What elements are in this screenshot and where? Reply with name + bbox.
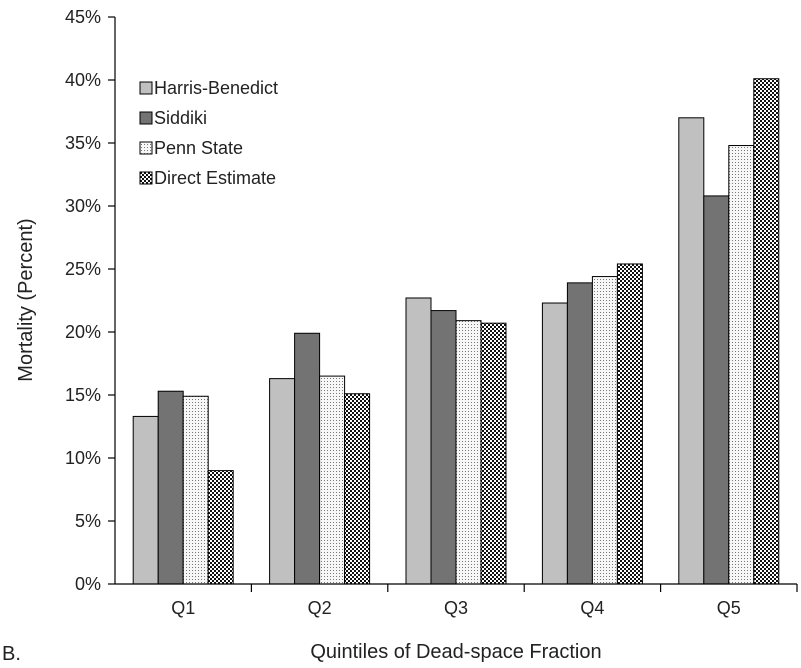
y-tick-label: 15% bbox=[65, 385, 101, 405]
bar-direct-estimate-q2 bbox=[344, 393, 371, 585]
y-tick-label: 25% bbox=[65, 259, 101, 279]
y-tick-label: 5% bbox=[75, 511, 101, 531]
y-tick-label: 10% bbox=[65, 448, 101, 468]
axes bbox=[114, 17, 797, 585]
bar-harris-benedict-q1 bbox=[132, 415, 159, 585]
x-tick-label: Q5 bbox=[717, 598, 741, 618]
legend-swatch bbox=[139, 141, 153, 155]
bar-harris-benedict-q3 bbox=[405, 297, 432, 585]
legend-label: Penn State bbox=[154, 138, 243, 158]
legend-label: Harris-Benedict bbox=[154, 78, 278, 98]
x-tick-label: Q4 bbox=[580, 598, 604, 618]
bar-siddiki-q4 bbox=[566, 282, 593, 585]
bar-penn-state-q2 bbox=[319, 375, 346, 585]
bar-harris-benedict-q4 bbox=[541, 302, 568, 585]
y-axis-ticks: 0% 5% 10% 15% 20% 25% 30% 35% 40% 45% bbox=[65, 7, 115, 594]
legend-label: Siddiki bbox=[154, 108, 207, 128]
bar-harris-benedict-q5 bbox=[678, 117, 705, 585]
legend-swatch bbox=[139, 81, 153, 95]
legend-label: Direct Estimate bbox=[154, 168, 276, 188]
bar-siddiki-q5 bbox=[703, 195, 730, 585]
bar-siddiki-q2 bbox=[294, 332, 321, 585]
x-axis-ticks: Q1 Q2 Q3 Q4 Q5 bbox=[171, 584, 798, 618]
bar-siddiki-q3 bbox=[430, 310, 457, 585]
y-tick-label: 35% bbox=[65, 133, 101, 153]
y-axis-title: Mortality (Percent) bbox=[15, 218, 37, 381]
legend-swatch bbox=[139, 111, 153, 125]
x-tick-label: Q1 bbox=[171, 598, 195, 618]
bar-direct-estimate-q4 bbox=[616, 263, 643, 585]
panel-label: B. bbox=[2, 643, 21, 665]
y-tick-label: 30% bbox=[65, 196, 101, 216]
y-tick-label: 20% bbox=[65, 322, 101, 342]
legend-swatch bbox=[139, 171, 153, 185]
bar-direct-estimate-q5 bbox=[753, 78, 780, 585]
bar-penn-state-q1 bbox=[182, 395, 209, 585]
bar-siddiki-q1 bbox=[157, 390, 184, 585]
x-axis-title: Quintiles of Dead-space Fraction bbox=[310, 641, 601, 663]
bar-penn-state-q3 bbox=[455, 320, 482, 585]
bar-direct-estimate-q3 bbox=[480, 322, 507, 585]
bar-harris-benedict-q2 bbox=[269, 378, 296, 585]
bar-penn-state-q4 bbox=[591, 276, 618, 585]
y-tick-label: 45% bbox=[65, 7, 101, 27]
x-tick-label: Q3 bbox=[444, 598, 468, 618]
bar-penn-state-q5 bbox=[728, 145, 755, 585]
x-tick-label: Q2 bbox=[308, 598, 332, 618]
bar-direct-estimate-q1 bbox=[207, 470, 234, 585]
y-tick-label: 0% bbox=[75, 574, 101, 594]
legend: Harris-Benedict Siddiki Penn State Direct E… bbox=[139, 78, 278, 188]
y-tick-label: 40% bbox=[65, 70, 101, 90]
